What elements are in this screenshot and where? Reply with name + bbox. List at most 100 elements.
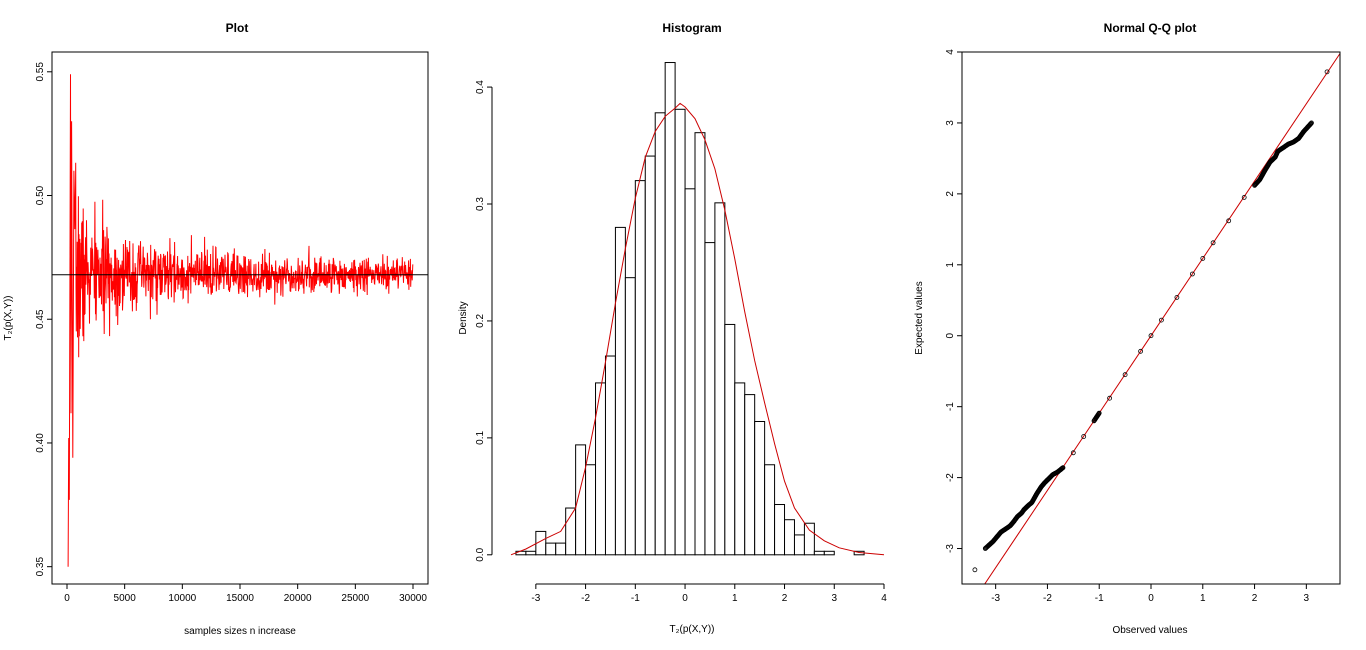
x-tick-label: 30000: [399, 593, 427, 604]
x-tick-label: -1: [1095, 593, 1104, 604]
reference-line: [984, 53, 1340, 584]
y-tick-label: 0.35: [35, 557, 46, 577]
qq-points-group: [972, 53, 1340, 584]
y-tick-label: 0.2: [475, 314, 486, 328]
histogram-bar: [674, 108, 686, 556]
qq-point: [1122, 372, 1128, 378]
plot-axes: 0 5000 10000 15000 20000 25000 30000 0.35 0.40 0.…: [35, 51, 429, 604]
x-tick-label: 4: [881, 593, 887, 604]
qq-point: [972, 567, 978, 573]
histogram-bar: [555, 542, 567, 556]
histogram-bar: [813, 550, 825, 556]
x-tick-label: 2: [782, 593, 788, 604]
histogram-bar: [624, 277, 636, 556]
histogram-bar: [793, 534, 805, 556]
plot-ylabel: T₂(p(X,Y)): [3, 296, 14, 341]
histogram-bar: [764, 464, 776, 556]
y-tick-label: 0.3: [475, 197, 486, 211]
histogram-title: Histogram: [662, 21, 721, 35]
series-line: [67, 74, 414, 567]
qq-point: [1210, 240, 1216, 246]
y-tick-label: 4: [945, 49, 956, 55]
x-tick-label: 1: [732, 593, 738, 604]
x-tick-label: 0: [64, 593, 70, 604]
y-tick-label: -2: [945, 473, 956, 482]
qq-point: [1226, 218, 1232, 224]
histogram-bar: [545, 542, 557, 556]
x-tick-label: 10000: [168, 593, 196, 604]
x-tick-label: 5000: [114, 593, 137, 604]
qq-panel: Normal Q-Q plot Observed values Expected…: [914, 21, 1341, 636]
histogram-bar: [634, 180, 646, 556]
y-tick-label: -1: [945, 402, 956, 411]
plot-xlabel: samples sizes n increase: [184, 626, 296, 637]
y-tick-label: 1: [945, 262, 956, 268]
histogram-axes: -3 -2 -1 0 1 2 3 4 0.0 0.1 0.2 0.3 0.4: [475, 80, 887, 604]
histogram-bars-group: [510, 62, 885, 556]
x-tick-label: -2: [581, 593, 590, 604]
histogram-bar: [774, 504, 786, 556]
histogram-bar: [684, 188, 696, 556]
histogram-bar: [823, 550, 835, 556]
y-tick-label: 2: [945, 191, 956, 197]
histogram-bar: [704, 242, 716, 556]
qq-point: [1308, 121, 1313, 127]
qq-title: Normal Q-Q plot: [1104, 21, 1197, 35]
histogram-bar: [694, 132, 706, 556]
qq-point: [1107, 395, 1112, 401]
histogram-bar: [585, 464, 597, 556]
qq-point: [1200, 255, 1206, 261]
x-tick-label: 25000: [341, 593, 369, 604]
plot-panel: Plot samples sizes n increase T₂(p(X,Y))…: [3, 21, 429, 637]
qq-ylabel: Expected values: [914, 281, 925, 354]
y-tick-label: 0.0: [475, 547, 486, 561]
y-tick-label: 0.4: [475, 80, 486, 94]
qq-point: [1096, 410, 1102, 416]
y-tick-label: 0.50: [35, 185, 46, 205]
histogram-bar: [784, 519, 795, 556]
x-tick-label: 3: [1304, 593, 1310, 604]
x-tick-label: -3: [531, 593, 540, 604]
qq-point: [1308, 121, 1314, 126]
y-tick-label: -3: [945, 544, 956, 553]
histogram-ylabel: Density: [458, 301, 469, 334]
histogram-bar: [803, 522, 815, 556]
qq-point: [1060, 465, 1066, 471]
qq-point: [1138, 348, 1143, 354]
histogram-bar: [525, 550, 537, 556]
qq-point: [1309, 120, 1314, 126]
qq-point: [1070, 450, 1076, 456]
y-tick-label: 3: [945, 120, 956, 126]
y-tick-label: 0.55: [35, 62, 46, 82]
histogram-bar: [644, 155, 656, 556]
plot-frame: [961, 51, 1341, 585]
x-tick-label: -3: [991, 593, 1000, 604]
histogram-bar: [664, 62, 676, 556]
histogram-bar: [714, 202, 726, 556]
histogram-xlabel: T₂(p(X,Y)): [670, 624, 715, 635]
qq-point: [1148, 333, 1154, 339]
qq-point: [1241, 194, 1247, 200]
histogram-bar: [654, 112, 666, 556]
x-tick-label: 0: [682, 593, 688, 604]
plot-title: Plot: [226, 21, 249, 35]
histogram-bar: [744, 394, 756, 556]
x-tick-label: 3: [831, 593, 837, 604]
x-tick-label: 0: [1148, 593, 1154, 604]
x-tick-label: 2: [1252, 593, 1258, 604]
y-tick-label: 0: [945, 333, 956, 339]
qq-point: [1081, 434, 1087, 439]
histogram-panel: Histogram T₂(p(X,Y)) Density -3 -2 -1 0 1 2 3 4…: [458, 21, 887, 635]
qq-point: [1159, 317, 1164, 323]
qq-point: [1174, 294, 1180, 300]
y-tick-label: 0.40: [35, 433, 46, 453]
qq-point: [1190, 271, 1195, 277]
y-tick-label: 0.45: [35, 309, 46, 329]
qq-point: [1324, 69, 1330, 75]
x-tick-label: 15000: [226, 593, 254, 604]
x-tick-label: 1: [1200, 593, 1206, 604]
histogram-bar: [724, 323, 736, 556]
y-tick-label: 0.1: [475, 430, 486, 444]
qq-xlabel: Observed values: [1112, 625, 1187, 636]
